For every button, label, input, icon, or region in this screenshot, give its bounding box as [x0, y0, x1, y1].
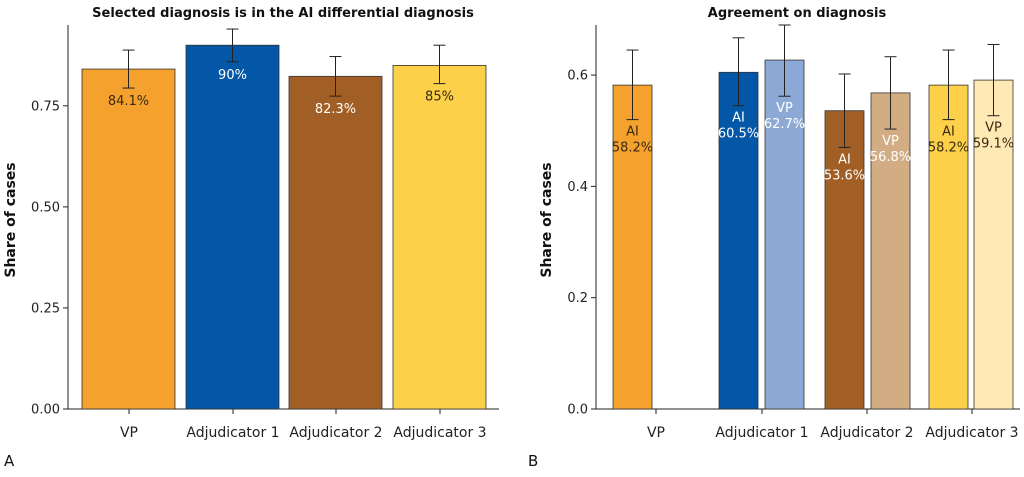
panel-a-y-tick-label: 0.25: [31, 301, 60, 316]
panel-b-bar-series-label: AI: [732, 111, 745, 126]
panel-b-bar-value-label: 59.1%: [973, 137, 1014, 152]
panel-b-bar: [612, 84, 653, 410]
panel-b-bar-series-label: VP: [776, 101, 793, 116]
panel-b-letter: B: [528, 452, 538, 470]
panel-b-bar-value-label: 60.5%: [718, 127, 759, 142]
panel-b-bar-value-label: 62.7%: [764, 117, 805, 132]
panel-b-bar-series-label: AI: [942, 125, 955, 140]
panel-b-bar-value-label: 58.2%: [612, 141, 653, 156]
panel-b-bar-value-label: 56.8%: [870, 150, 911, 165]
panel-a-bar-value-label: 84.1%: [108, 94, 149, 109]
panel-a-bar: [81, 68, 176, 410]
panel-b-bar-value-label: 53.6%: [824, 168, 865, 183]
panel-b-x-tick-label: Adjudicator 2: [820, 425, 913, 441]
panel-a-letter: A: [4, 452, 15, 470]
panel-a-x-tick-label: Adjudicator 3: [393, 425, 486, 441]
panel-a-x-tick-label: Adjudicator 1: [186, 425, 279, 441]
panel-b-bar-series-label: AI: [838, 152, 851, 167]
panel-b-title: Agreement on diagnosis: [708, 6, 887, 21]
panel-a-x-tick-label: Adjudicator 2: [289, 425, 382, 441]
panel-a-bar: [288, 75, 383, 410]
panel-b-x-tick-label: VP: [647, 425, 665, 441]
panel-b-bar-series-label: VP: [882, 134, 899, 149]
panel-b-y-tick-label: 0.4: [567, 180, 588, 195]
panel-a-y-tick-label: 0.00: [31, 403, 60, 418]
panel-b-y-tick-label: 0.0: [567, 403, 588, 418]
panel-a-bar: [185, 44, 280, 410]
panel-b-y-tick-label: 0.2: [567, 291, 588, 306]
panel-b-plot: 0.0 0.2 0.4 0.6 VP Adjudicator 1 Adjudicator 2…: [567, 24, 1020, 441]
panel-a-bar: [392, 65, 487, 410]
panel-b-bar-series-label: VP: [985, 121, 1002, 136]
panel-b-bar: [870, 92, 911, 410]
panel-b-bar-series-label: AI: [626, 125, 639, 140]
panel-a-y-tick-label: 0.75: [31, 99, 60, 114]
panel-b-x-tick-label: Adjudicator 3: [925, 425, 1018, 441]
panel-b-bar-value-label: 58.2%: [928, 141, 969, 156]
panel-a-x-tick-label: VP: [120, 425, 138, 441]
panel-b-bar: [973, 79, 1014, 410]
panel-a-title: Selected diagnosis is in the AI differen…: [92, 6, 474, 21]
panel-b-bar: [718, 71, 759, 410]
panel-a-plot: 0.00 0.25 0.50 0.75 VP Adjudicator 1 Adjudicat…: [31, 25, 499, 441]
panel-b-y-axis-label: Share of cases: [539, 162, 555, 277]
panel-a-bar-value-label: 90%: [218, 68, 247, 83]
panel-a-y-axis-label: Share of cases: [3, 162, 19, 277]
panel-b-bar: [928, 84, 969, 410]
panel-b-y-tick-label: 0.6: [567, 69, 588, 84]
panel-a-bar-value-label: 85%: [425, 90, 454, 105]
panel-a-y-tick-label: 0.50: [31, 200, 60, 215]
panel-b-x-tick-label: Adjudicator 1: [715, 425, 808, 441]
panel-a-bar-value-label: 82.3%: [315, 102, 356, 117]
panel-b-bar: [824, 110, 865, 410]
